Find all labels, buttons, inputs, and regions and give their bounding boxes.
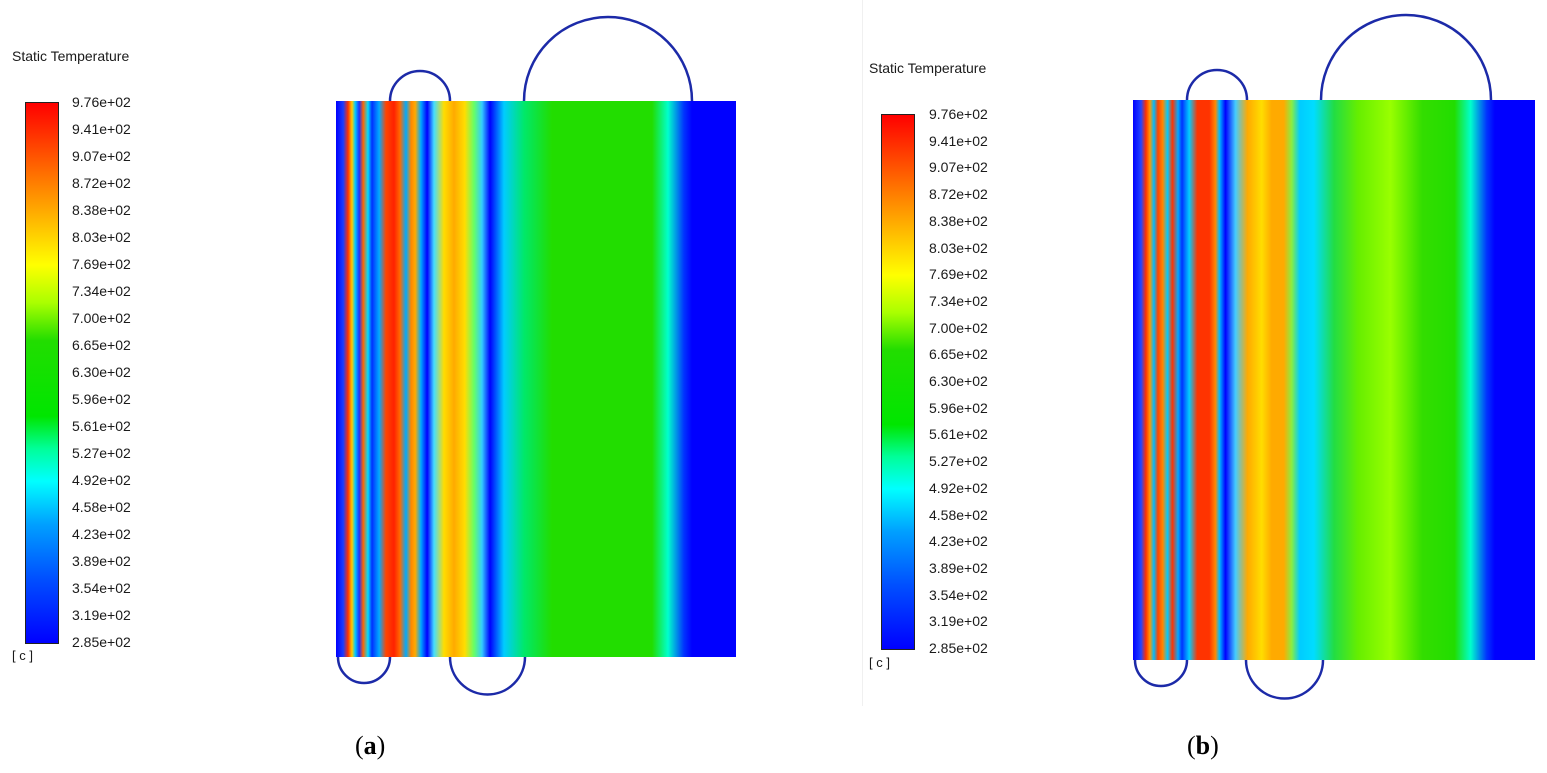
- tick-label: 6.65e+02: [72, 337, 131, 353]
- tick-label: 5.96e+02: [929, 399, 988, 416]
- tick-label: 9.07e+02: [72, 148, 131, 164]
- caption-b: (b): [1187, 731, 1219, 760]
- tick-label: 9.76e+02: [72, 94, 131, 110]
- temperature-contour: [336, 15, 736, 696]
- temperature-contour: [1133, 13, 1535, 700]
- u-bend-bottom-small: [336, 656, 392, 685]
- u-bend-bottom-large: [448, 656, 527, 696]
- tick-label: 4.92e+02: [72, 472, 131, 488]
- tick-label: 3.19e+02: [72, 607, 131, 623]
- tick-label: 7.00e+02: [72, 310, 131, 326]
- tick-label: 9.41e+02: [72, 121, 131, 137]
- tick-label: 9.76e+02: [929, 106, 988, 122]
- u-bend-top-large: [1319, 13, 1493, 101]
- caption-a: (a): [355, 731, 386, 760]
- colorbar: [25, 102, 59, 644]
- tick-label: 7.69e+02: [72, 256, 131, 272]
- tick-label: 4.23e+02: [72, 526, 131, 542]
- tick-label: 4.58e+02: [929, 506, 988, 523]
- tick-label: 9.41e+02: [929, 132, 988, 149]
- panel-b: Static Temperature 9.76e+02 9.41e+02 9.07e…: [865, 0, 1547, 760]
- tick-label: 5.27e+02: [72, 445, 131, 461]
- u-bend-bottom-small: [1133, 659, 1189, 688]
- unit-label: [ c ]: [12, 648, 33, 663]
- tick-label: 8.72e+02: [72, 175, 131, 191]
- tick-label: 8.38e+02: [929, 212, 988, 229]
- panel-a: Static Temperature 9.76e+02 9.41e+02 9.07e…: [12, 15, 736, 760]
- tick-label: 5.61e+02: [929, 426, 988, 443]
- tick-label: 8.03e+02: [929, 239, 988, 256]
- legend-title: Static Temperature: [869, 60, 987, 76]
- colorbar: [881, 114, 915, 650]
- u-bend-top-large: [522, 15, 694, 102]
- u-bend-top-small: [1185, 68, 1249, 101]
- tick-label: 3.19e+02: [929, 613, 988, 630]
- u-bend-top-small: [388, 69, 452, 102]
- tick-label: 4.92e+02: [929, 479, 988, 496]
- tick-label: 7.00e+02: [929, 319, 988, 336]
- tick-label: 4.58e+02: [72, 499, 131, 515]
- heat-exchanger-body: [336, 101, 736, 657]
- u-bend-bottom-large: [1244, 659, 1325, 700]
- tick-label: 6.30e+02: [929, 373, 988, 389]
- tick-label: 8.72e+02: [929, 186, 988, 203]
- tick-label: 7.69e+02: [929, 266, 988, 283]
- tick-label: 4.23e+02: [929, 533, 988, 550]
- tick-label: 8.03e+02: [72, 229, 131, 245]
- tick-label: 8.38e+02: [72, 202, 131, 218]
- tick-label: 5.61e+02: [72, 418, 131, 434]
- heat-exchanger-body: [1133, 100, 1535, 660]
- tick-label: 9.07e+02: [929, 159, 988, 176]
- panel-divider: [862, 0, 863, 706]
- tick-label: 7.34e+02: [929, 292, 988, 309]
- tick-label: 3.54e+02: [929, 586, 988, 603]
- tick-label: 3.89e+02: [72, 553, 131, 569]
- tick-label: 5.27e+02: [929, 453, 988, 470]
- tick-label: 6.65e+02: [929, 346, 988, 363]
- unit-label: [ c ]: [869, 655, 890, 670]
- legend-title: Static Temperature: [12, 48, 130, 64]
- tick-label: 3.89e+02: [929, 559, 988, 576]
- tick-label: 2.85e+02: [929, 640, 988, 656]
- tick-label: 2.85e+02: [72, 634, 131, 650]
- tick-label: 7.34e+02: [72, 283, 131, 299]
- tick-label: 5.96e+02: [72, 391, 131, 407]
- tick-label: 3.54e+02: [72, 580, 131, 596]
- tick-label: 6.30e+02: [72, 364, 131, 380]
